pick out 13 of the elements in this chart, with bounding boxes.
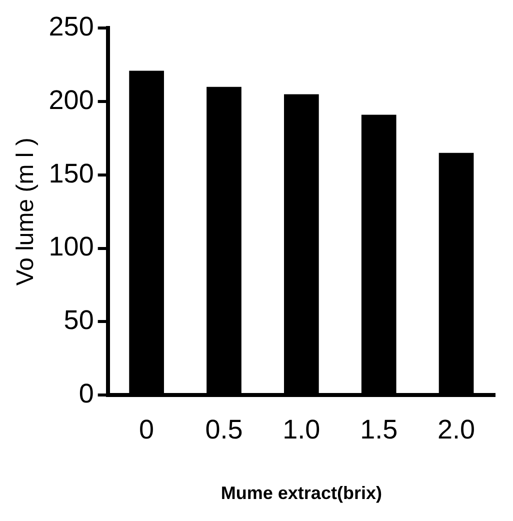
x-tick-label: 1.5 — [360, 414, 398, 445]
y-tick-label: 250 — [48, 12, 94, 42]
x-tick-label: 1.0 — [282, 414, 320, 445]
x-axis-title: Mume extract(brix) — [220, 483, 382, 504]
y-tick-label: 100 — [48, 232, 94, 262]
y-tick-label: 50 — [64, 305, 94, 336]
y-axis-title: Vo lume (m l ) — [12, 138, 40, 286]
y-tick-label: 200 — [48, 85, 94, 116]
x-tick-label: 2.0 — [438, 414, 476, 445]
y-tick-label: 150 — [48, 158, 94, 188]
y-tick-label: 0 — [78, 378, 94, 408]
x-tick-label: 0.5 — [205, 414, 243, 445]
x-tick-label: 0 — [139, 414, 154, 445]
